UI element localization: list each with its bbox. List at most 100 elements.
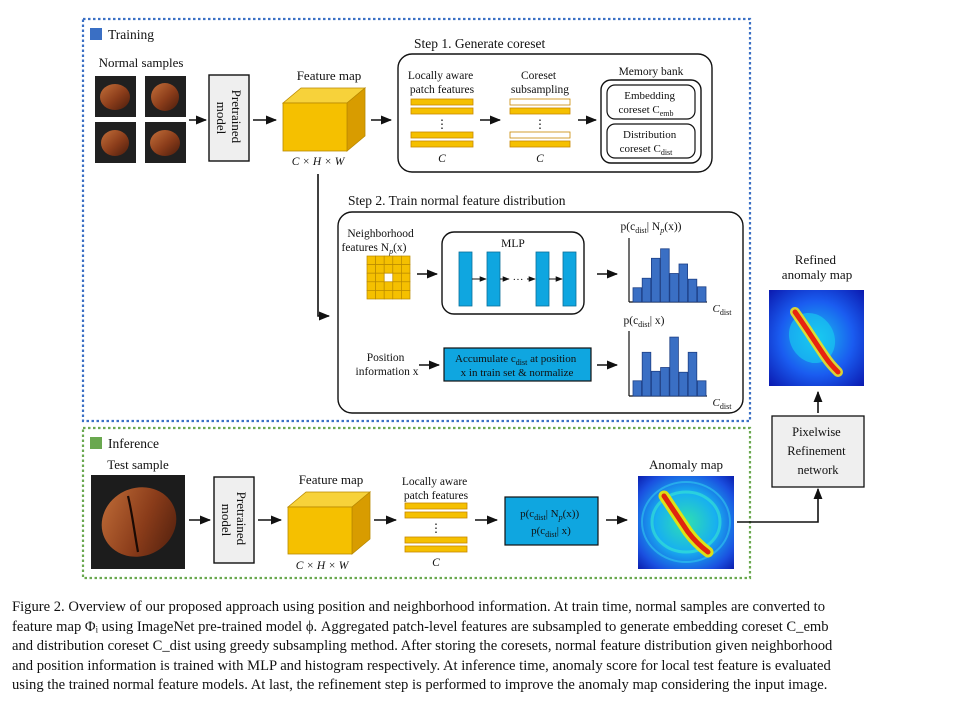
mlp-layers [458, 251, 577, 307]
histogram-bar [697, 286, 707, 303]
distribution-coreset-box [606, 123, 696, 159]
histogram-bar [632, 380, 643, 397]
prob-box [504, 496, 599, 546]
neighborhood-cell [366, 281, 376, 291]
step2-title: Step 2. Train normal feature distributio… [348, 193, 566, 208]
histogram-bar [660, 367, 670, 397]
normal-samples-label: Normal samples [99, 55, 184, 70]
embedding-coreset-label: Embedding coreset Cemb [618, 90, 677, 118]
hist1-xlabel: Cdist [713, 303, 733, 317]
neighborhood-cell [383, 272, 394, 283]
training-panel [81, 17, 752, 423]
hist2-xlabel: Cdist [713, 397, 733, 411]
histogram-bar [687, 278, 698, 303]
accumulate-label: Accumulate cdist at position x in train … [455, 353, 579, 379]
pretrained-model-inference [213, 476, 255, 564]
inf-patch-ellipsis: ⋮ [430, 521, 442, 535]
inf-patch-dim-c: C [432, 557, 440, 569]
feature-map-train-dims: C × H × W [292, 156, 346, 168]
test-sample-label: Test sample [107, 457, 169, 472]
feature-map-inference-label: Feature map [299, 472, 364, 487]
neighborhood-cell [401, 281, 411, 291]
neighborhood-cell [375, 281, 385, 291]
step1-title: Step 1. Generate coreset [414, 36, 545, 51]
neighborhood-cell [366, 255, 376, 265]
neighborhood-cell [375, 255, 385, 265]
coreset-ellipsis: ⋮ [534, 117, 546, 131]
neighborhood-cell [375, 264, 385, 274]
hist2-bars [632, 336, 707, 397]
normal-sample-images [95, 76, 186, 163]
histogram-bar [651, 257, 661, 303]
pretrained-model-train [208, 74, 250, 162]
anomaly-map-label: Anomaly map [649, 457, 723, 472]
arrow-feature-to-step2 [317, 174, 331, 321]
coreset-dim-c: C [536, 153, 544, 165]
accumulate-box [443, 347, 592, 382]
neighborhood-cell [366, 290, 376, 300]
feature-map-inference-dims: C × H × W [296, 560, 350, 572]
neighborhood-cell [383, 255, 394, 265]
mlp-label: MLP [501, 238, 525, 250]
histogram-bar [678, 263, 689, 303]
neighborhood-cell [392, 272, 402, 283]
histogram-bar [632, 287, 643, 303]
memory-bank-title: Memory bank [619, 66, 684, 78]
patch-ellipsis: ⋮ [436, 117, 448, 131]
training-label: Training [108, 27, 154, 42]
neighborhood-cell [392, 264, 402, 274]
neighborhood-cell [375, 290, 385, 300]
hist2-title: p(cdist| x) [623, 315, 664, 329]
histogram-bar [641, 277, 652, 303]
histogram-bar [641, 351, 652, 397]
caption-line: and distribution coreset C_dist using gr… [12, 638, 833, 655]
neighborhood-cell [375, 272, 385, 283]
neighborhood-cell [366, 264, 376, 274]
caption-line: Figure 2. Overview of our proposed appro… [12, 599, 826, 615]
neighborhood-cell [383, 264, 394, 274]
test-sample-image [91, 475, 185, 569]
neighborhood-cell [401, 255, 411, 265]
pretrained-model-inference-label: Pretrained model [219, 492, 249, 549]
histogram-bar [651, 370, 661, 397]
position-info-label: Position information x [356, 352, 419, 378]
neighborhood-cell [401, 272, 411, 283]
hist1-title: p(cdist| Np(x)) [621, 221, 682, 235]
neighborhood-cell [392, 290, 402, 300]
coreset-subsampling-label: Coreset subsampling [511, 70, 569, 96]
feature-map-cube-train [281, 87, 367, 152]
neighborhood-cell [366, 272, 376, 283]
inference-swatch [90, 437, 102, 449]
neighborhood-cell [383, 290, 394, 300]
feature-map-cube-inference [286, 491, 372, 555]
caption-line: and position information is trained with… [12, 657, 831, 674]
mlp-dots: ··· [513, 274, 524, 286]
histogram-bar [687, 351, 698, 397]
histogram-bar [697, 380, 707, 397]
neighborhood-features-label: Neighborhood features Np(x) [342, 228, 417, 256]
refinement-network-box [771, 415, 865, 488]
training-swatch [90, 28, 102, 40]
inference-panel [81, 426, 752, 580]
figure-caption: Figure 2. Overview of our proposed appro… [12, 598, 948, 696]
neighborhood-grid [366, 255, 411, 300]
coreset-bars [509, 98, 571, 148]
refined-anomaly-map-label: Refined anomaly map [782, 252, 852, 282]
inference-label: Inference [108, 436, 159, 451]
refined-anomaly-map-image [769, 290, 864, 386]
hist1-bars [632, 248, 707, 303]
neighborhood-cell [401, 264, 411, 274]
feature-map-train-label: Feature map [297, 68, 362, 83]
histogram-bar [669, 273, 679, 303]
caption-line: feature map Φᵢ using ImageNet pre-traine… [12, 618, 829, 635]
neighborhood-cell [401, 290, 411, 300]
method-overview-figure: Training Normal samples Pretrained model… [81, 17, 865, 580]
patch-features-label: Locally aware patch features [408, 70, 476, 96]
histogram-bar [678, 371, 689, 397]
pretrained-model-train-label: Pretrained model [214, 90, 244, 147]
patch-feature-bars [410, 98, 474, 148]
histogram-bar [660, 248, 670, 303]
inf-patch-feature-bars [404, 502, 468, 553]
neighborhood-cell [383, 281, 394, 291]
embedding-coreset-box [606, 84, 696, 120]
